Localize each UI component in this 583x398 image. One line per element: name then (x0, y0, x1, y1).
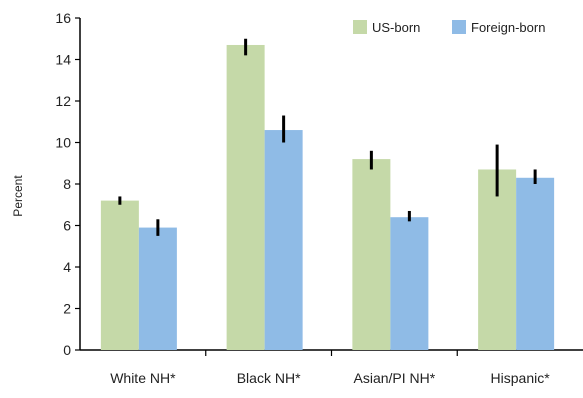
bar-foreign-born (138, 227, 177, 350)
y-axis-title: Percent (11, 175, 25, 217)
legend-swatch (353, 20, 367, 34)
bar-us-born (226, 44, 265, 350)
y-axis: 0 2 4 6 8 10 12 14 16 Percent (11, 10, 81, 358)
y-tick-label: 2 (63, 301, 71, 317)
y-tick-label: 10 (55, 135, 71, 151)
bar-foreign-born (264, 130, 303, 350)
x-axis: White NH* Black NH* Asian/PI NH* Hispanic* (80, 349, 583, 386)
legend-label: US-born (372, 20, 420, 35)
bars (100, 44, 555, 350)
error-bars (118, 38, 537, 236)
legend-swatch (452, 20, 466, 34)
y-tick-label: 8 (63, 176, 71, 192)
y-tick-label: 12 (55, 93, 71, 109)
legend: US-born Foreign-born (353, 20, 545, 35)
y-tick-label: 4 (63, 259, 71, 275)
x-category-label: White NH* (110, 370, 176, 386)
y-tick-label: 16 (55, 10, 71, 26)
bar-foreign-born (390, 217, 429, 350)
y-tick-label: 0 (63, 342, 71, 358)
x-category-label: Asian/PI NH* (354, 370, 436, 386)
y-tick-label: 6 (63, 218, 71, 234)
x-category-label: Hispanic* (491, 370, 551, 386)
bar-us-born (100, 200, 139, 350)
bar-us-born (352, 159, 391, 350)
bar-us-born (478, 169, 517, 350)
bar-foreign-born (516, 177, 555, 350)
legend-label: Foreign-born (471, 20, 545, 35)
y-tick-label: 14 (55, 52, 71, 68)
x-category-label: Black NH* (237, 370, 301, 386)
